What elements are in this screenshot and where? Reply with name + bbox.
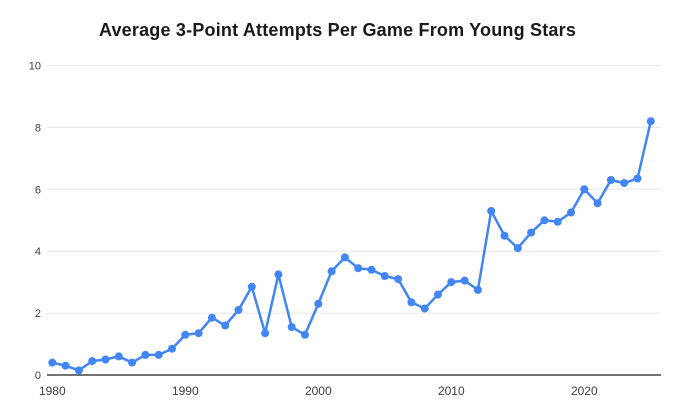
data-point-1984: [101, 355, 110, 364]
data-point-1990: [181, 330, 190, 339]
y-tick-label-8: 8: [35, 122, 41, 134]
data-point-2000: [314, 299, 323, 308]
data-point-2014: [500, 231, 509, 240]
data-point-1995: [247, 282, 256, 291]
data-point-2009: [434, 290, 442, 299]
data-point-2015: [513, 244, 522, 253]
y-tick-label-4: 4: [35, 246, 41, 258]
data-point-2023: [620, 179, 629, 188]
x-tick-label-2020: 2020: [571, 384, 598, 398]
data-point-2003: [354, 264, 363, 273]
data-point-2025: [646, 117, 655, 126]
x-tick-label-2000: 2000: [305, 384, 332, 398]
data-point-2013: [487, 207, 496, 215]
y-tick-label-10: 10: [29, 61, 41, 73]
data-point-1986: [128, 358, 137, 367]
y-tick-label-0: 0: [35, 370, 41, 382]
data-point-2016: [527, 228, 536, 237]
data-point-1997: [274, 270, 283, 279]
data-point-1993: [221, 321, 230, 330]
data-point-2018: [553, 217, 562, 226]
data-point-1992: [207, 313, 216, 322]
data-point-2010: [447, 278, 456, 287]
data-point-2021: [593, 199, 602, 208]
data-point-2001: [327, 267, 336, 276]
data-point-1998: [287, 323, 296, 331]
data-point-1999: [301, 330, 309, 339]
data-point-1982: [74, 366, 83, 375]
data-line: [51, 119, 653, 372]
y-tick-label-6: 6: [35, 184, 41, 196]
data-point-1985: [114, 352, 123, 361]
chart-title: Average 3-Point Attempts Per Game From Y…: [98, 20, 577, 40]
data-point-1996: [261, 329, 270, 338]
data-point-2024: [633, 174, 642, 183]
data-point-1987: [141, 350, 150, 359]
data-point-1991: [194, 329, 203, 338]
data-point-2006: [394, 275, 403, 284]
data-point-2008: [420, 304, 429, 313]
data-point-1983: [88, 357, 97, 366]
y-tick-label-2: 2: [35, 308, 41, 320]
data-point-2017: [540, 216, 549, 225]
x-tick-label-1990: 1990: [172, 384, 199, 398]
data-point-2005: [380, 272, 389, 280]
x-tick-label-1980: 1980: [39, 384, 66, 398]
data-point-2007: [407, 298, 416, 307]
data-point-1988: [154, 350, 163, 359]
data-point-2004: [367, 265, 376, 274]
data-point-1989: [168, 344, 176, 353]
x-tick-label-2010: 2010: [438, 384, 465, 398]
data-point-2020: [580, 185, 589, 194]
data-point-2011: [460, 276, 469, 285]
data-point-2019: [567, 208, 575, 217]
data-point-1980: [48, 358, 57, 367]
data-point-1994: [234, 306, 243, 314]
data-point-2002: [340, 253, 349, 262]
data-point-1981: [61, 361, 70, 370]
data-point-2012: [473, 285, 482, 294]
data-point-2022: [606, 176, 615, 184]
